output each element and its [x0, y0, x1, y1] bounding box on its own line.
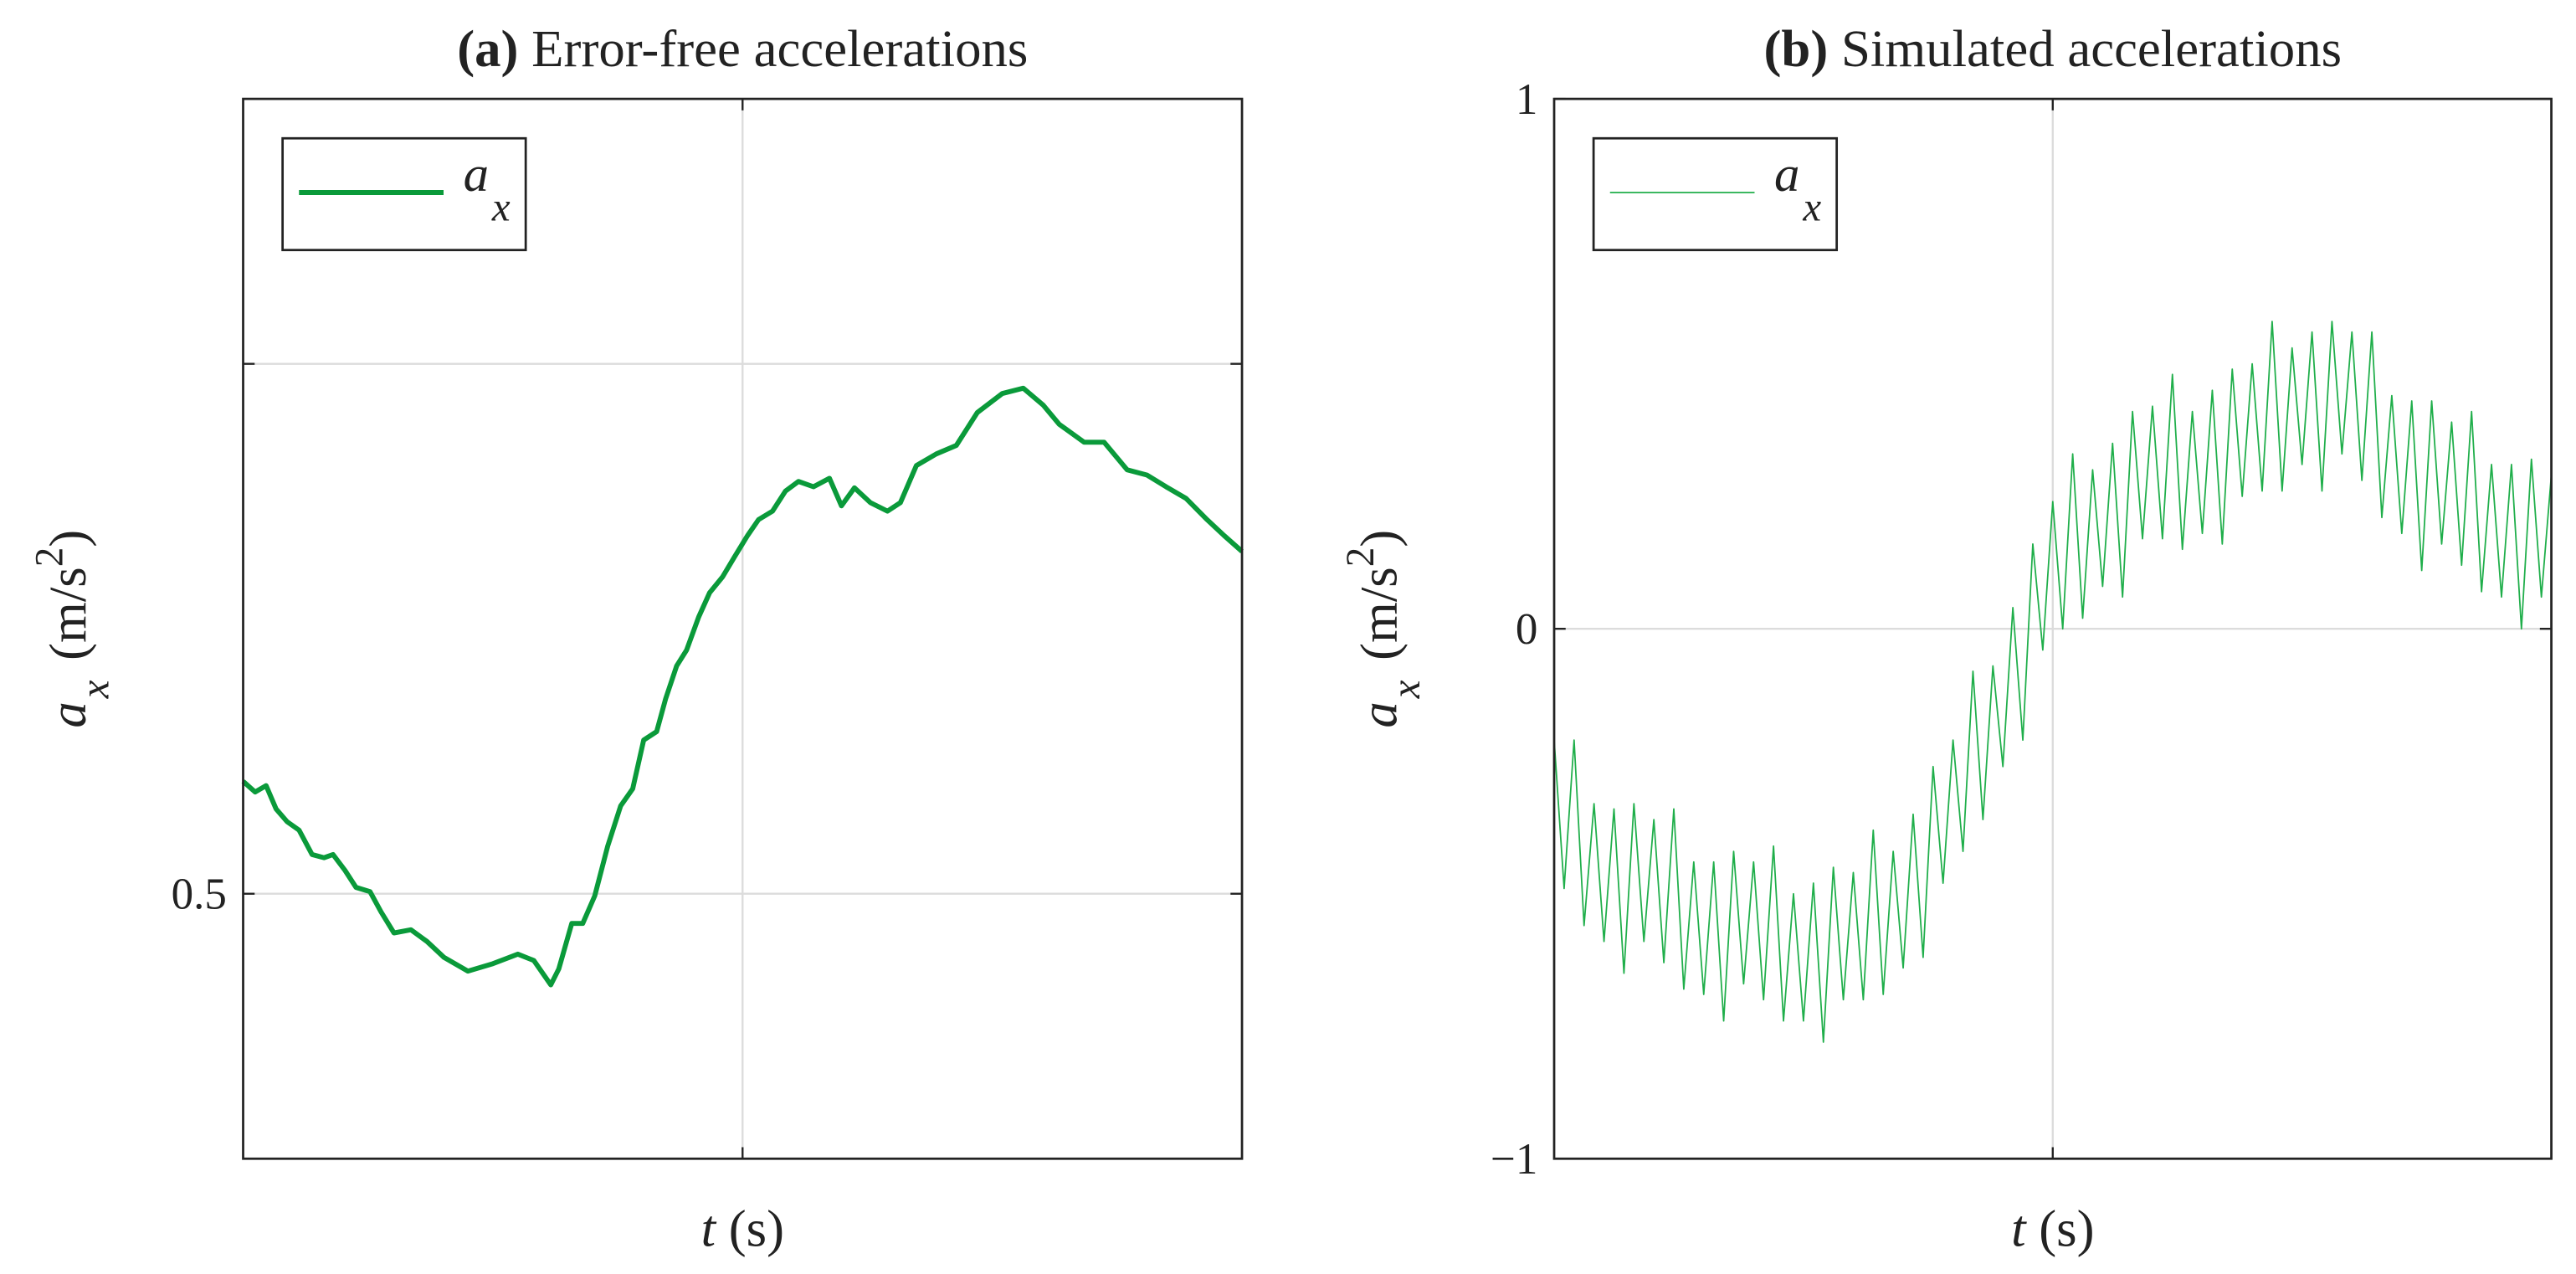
y-label-subscript: x: [72, 680, 118, 699]
legend-subscript: x: [1802, 183, 1821, 229]
y-axis-label: ax (m/s2): [1339, 530, 1429, 728]
legend-label: ax: [1774, 146, 1821, 229]
y-axis-label: ax (m/s2): [28, 530, 118, 728]
y-tick-label: −1: [1491, 1135, 1537, 1184]
data-line: [241, 385, 1244, 988]
y-tick-label: 0: [1516, 605, 1538, 654]
chart-title: (b) Simulated accelerations: [1764, 19, 2343, 78]
title-text: Simulated accelerations: [1841, 19, 2342, 78]
y-label-unit: (m/s: [38, 567, 97, 660]
y-label-close: ): [1350, 530, 1409, 547]
y-label-symbol: a: [1350, 701, 1409, 727]
plot-frame: [1552, 97, 2553, 1160]
y-label-close: ): [38, 530, 97, 547]
title-text: Error-free accelerations: [531, 19, 1028, 78]
y-label-unit: (m/s: [1350, 567, 1409, 660]
x-label-symbol: t: [701, 1199, 717, 1257]
data-line: [1553, 321, 2553, 1043]
y-tick-label: 1: [1516, 75, 1538, 124]
legend-name: a: [464, 146, 489, 203]
panel-label: (b): [1764, 19, 1829, 78]
legend-subscript: x: [491, 183, 511, 229]
legend-name: a: [1774, 146, 1799, 203]
x-axis-label: t (s): [2011, 1199, 2094, 1257]
x-axis-label: t (s): [701, 1199, 784, 1257]
y-tick-label: 0.5: [172, 870, 227, 918]
legend-label: ax: [464, 146, 511, 229]
x-label-unit: (s): [2039, 1199, 2094, 1257]
legend-box: [1592, 136, 1839, 252]
plot-frame: [242, 97, 1244, 1160]
panel-label: (a): [457, 19, 518, 78]
y-label-power: 2: [28, 547, 72, 568]
chart-title: (a) Error-free accelerations: [457, 19, 1028, 78]
y-label-subscript: x: [1383, 680, 1429, 699]
x-label-symbol: t: [2011, 1199, 2027, 1257]
x-label-unit: (s): [729, 1199, 784, 1257]
y-label-symbol: a: [38, 701, 97, 727]
y-label-power: 2: [1339, 547, 1383, 568]
